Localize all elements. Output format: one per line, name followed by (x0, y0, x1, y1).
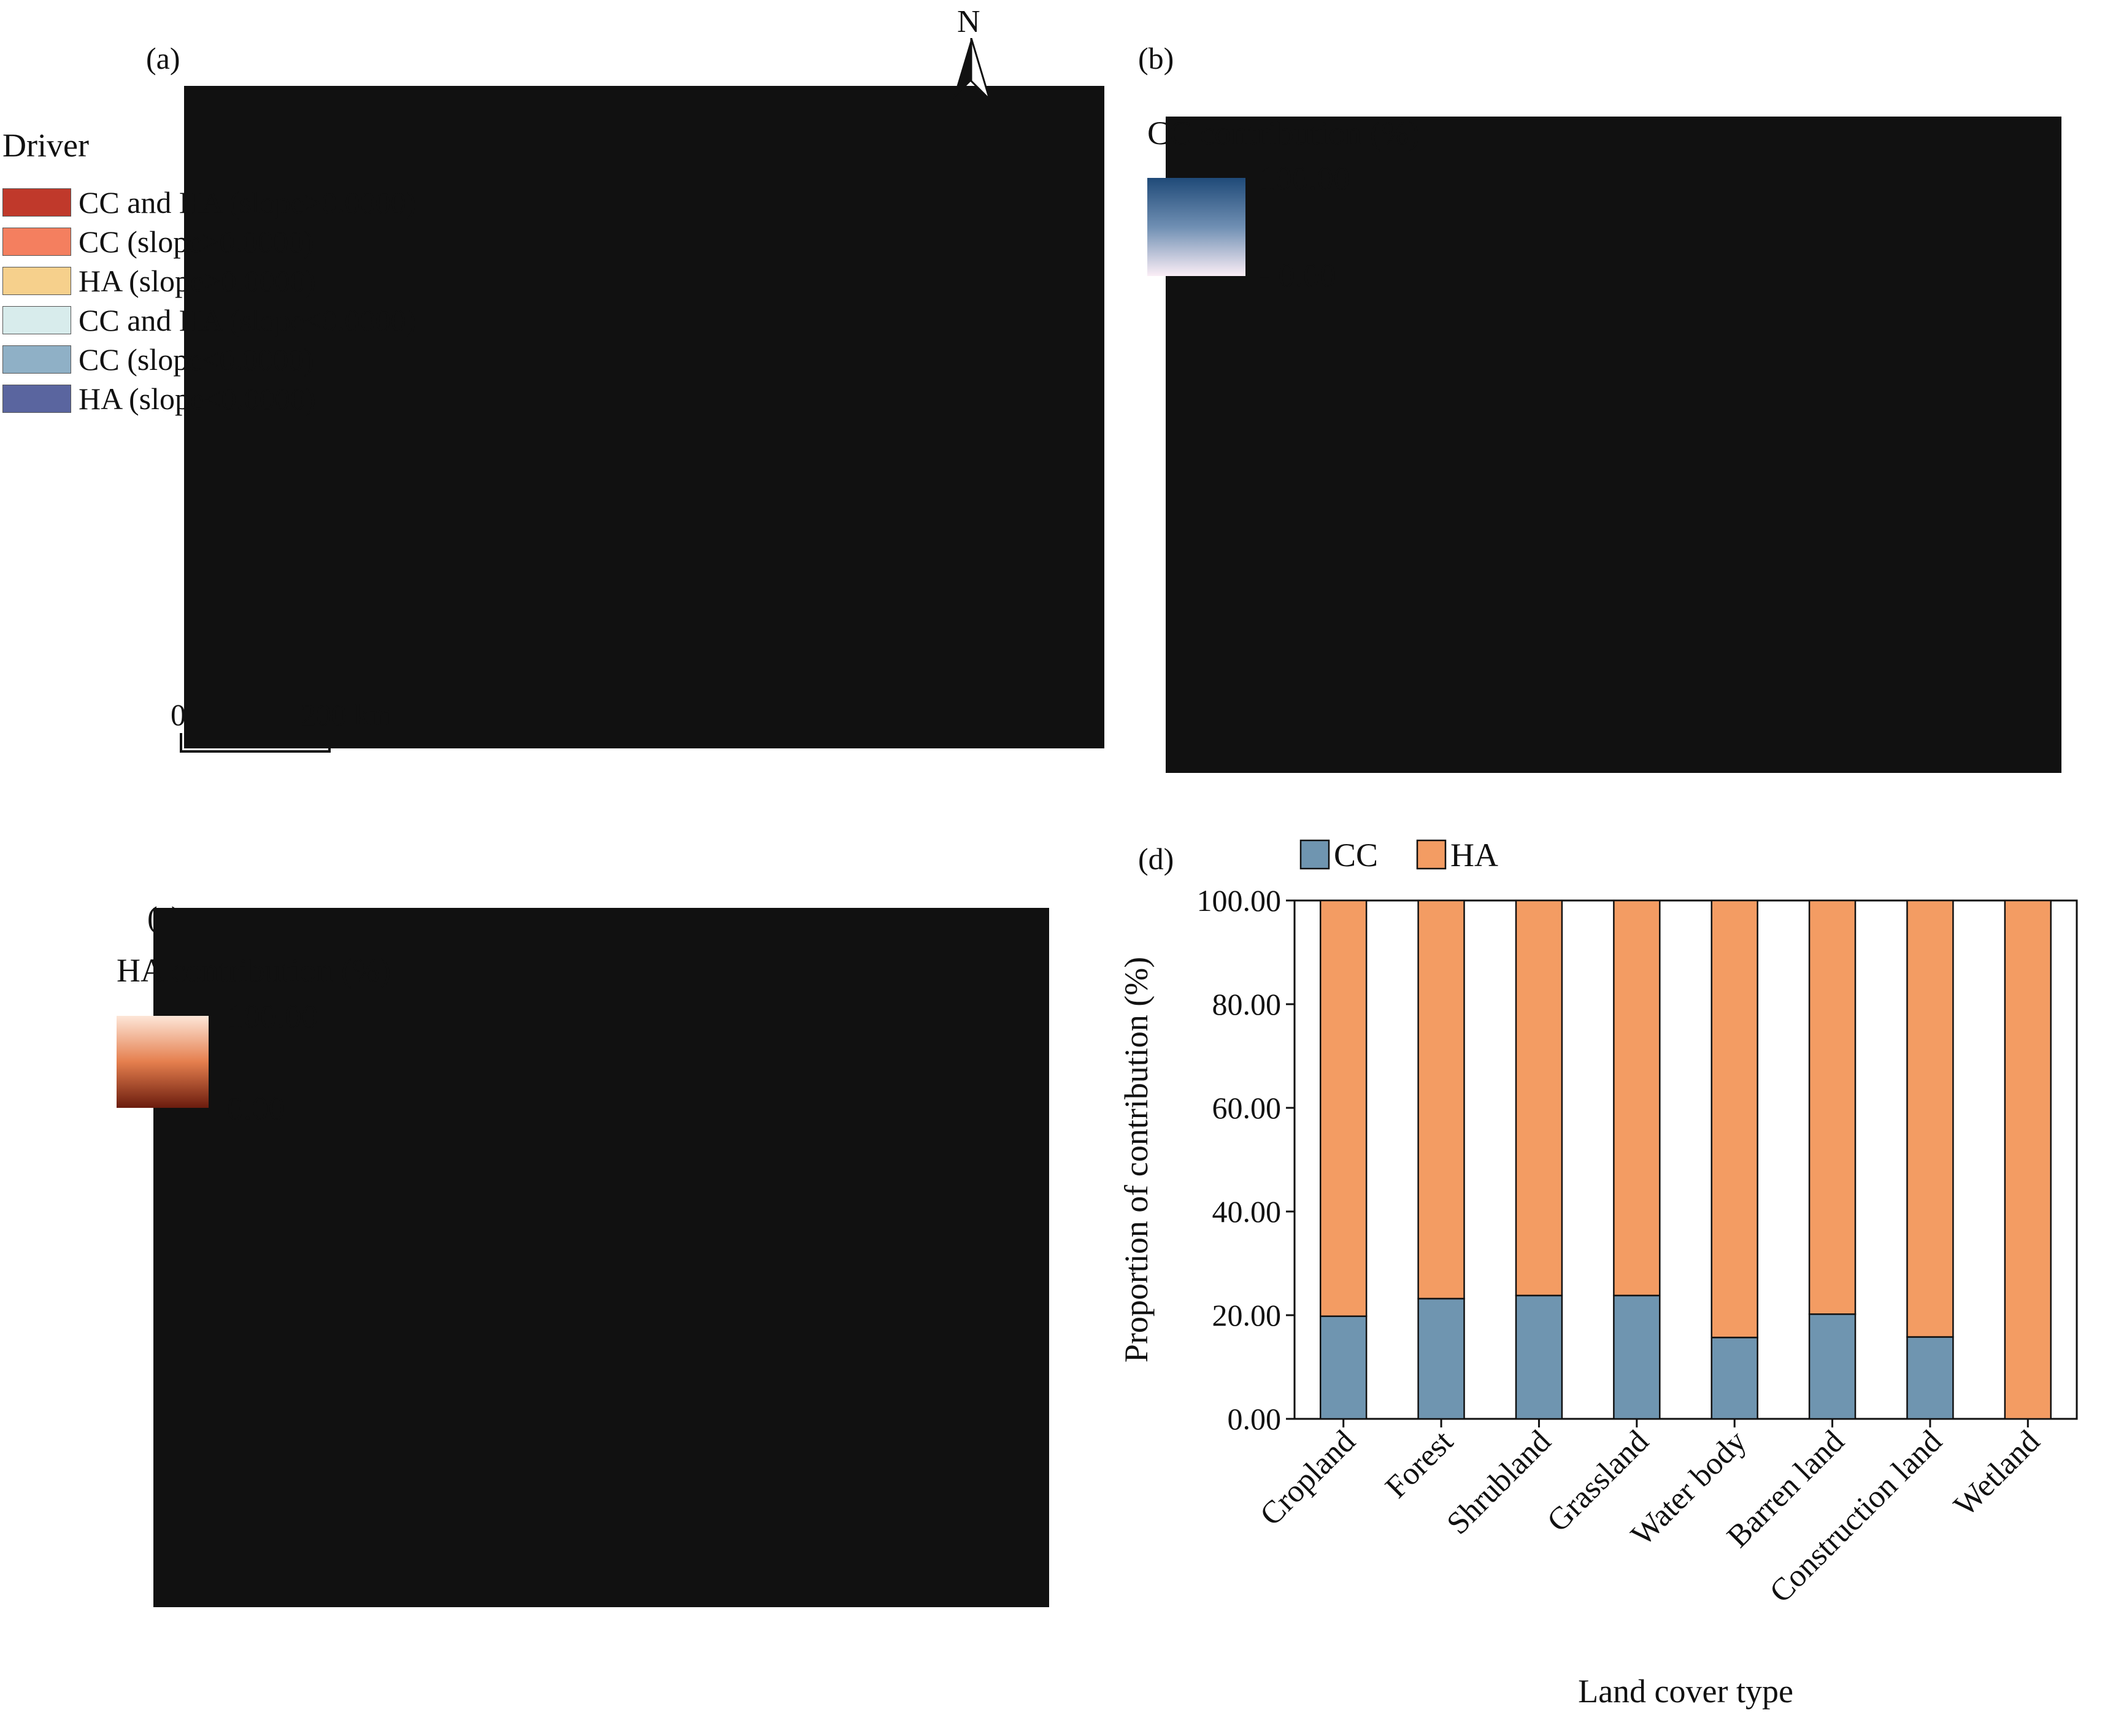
legend-swatch (2, 228, 71, 256)
cc-colorbar-title: CC contribution (%) (1147, 115, 1420, 152)
legend-item: HA (slope>0.0000) (2, 264, 316, 298)
cc-colorbar-max: 100.00 (1259, 160, 1350, 197)
map-a (184, 86, 1104, 748)
bar-ha (1906, 899, 1954, 1338)
bar-ha (1808, 899, 1857, 1315)
x-tick-label: Shrubland (1440, 1424, 1557, 1541)
legend-item: HA (slope<0.0000) (2, 382, 316, 416)
y-tick-label: 80.00 (1212, 987, 1282, 1021)
legend-label: CC (slope>0.0000) (79, 225, 314, 259)
legend-swatch-cc (1299, 839, 1330, 870)
ha-colorbar-ticks (209, 1015, 218, 1109)
north-label: N (957, 4, 980, 39)
legend-swatch (2, 267, 71, 295)
bar-cc (1808, 1313, 1857, 1420)
cc-colorbar-ticks (1245, 177, 1255, 179)
cc-colorbar-min: - 0.00 (1259, 257, 1336, 294)
bar-ha (1613, 899, 1661, 1297)
ha-colorbar-title: HA contribution (%) (117, 952, 391, 989)
legend-label: CC (slope<0.0000) (79, 342, 314, 377)
stacked-bar-chart: 0.00 20.00 40.00 60.00 80.00 100.00 Proportion… (1118, 837, 2078, 1710)
y-tick-label: 40.00 (1212, 1194, 1282, 1229)
legend-item: CC and HA (slope<0.0000) (2, 303, 416, 337)
x-tick-label: Wetland (1947, 1424, 2047, 1523)
bar-ha (1319, 899, 1368, 1317)
legend-swatch (2, 188, 71, 217)
y-axis-label: Proportion of contribution (%) (1118, 957, 1155, 1362)
x-tick-label: Forest (1379, 1424, 1460, 1505)
bar-cc (1417, 1297, 1465, 1420)
scale-bar (180, 733, 331, 753)
map-b (1166, 117, 2061, 773)
ha-colorbar (117, 1016, 209, 1108)
bar-cc (1906, 1336, 1954, 1420)
map-c (153, 908, 1049, 1607)
legend-item: CC and HA (slope>0.0000) (2, 185, 416, 220)
scale-bar-start: 0 (171, 697, 186, 732)
north-arrow-icon (953, 38, 991, 101)
ha-colorbar-min: 0.00 (227, 1090, 285, 1127)
panel-d-label: (d) (1138, 842, 1174, 876)
ha-colorbar-max: 100.00 (227, 998, 318, 1035)
panel-a-label: (a) (146, 41, 180, 75)
legend-swatch (2, 345, 71, 374)
cc-colorbar (1147, 178, 1245, 276)
legend-label-ha: HA (1450, 837, 1498, 874)
legend-item: CC (slope<0.0000) (2, 342, 314, 377)
legend-label: CC and HA (slope<0.0000) (79, 303, 417, 337)
legend-item: CC (slope>0.0000) (2, 225, 314, 259)
y-tick-label: 60.00 (1212, 1091, 1282, 1125)
bar-ha (1515, 899, 1563, 1297)
bar-cc (1319, 1315, 1368, 1420)
legend-swatch (2, 306, 71, 334)
legend-swatch (2, 385, 71, 413)
legend-swatch-ha (1416, 839, 1447, 870)
bar-ha (1417, 899, 1465, 1300)
plot-frame (1293, 899, 2078, 1420)
bar-ha (1711, 899, 1758, 1338)
scale-bar-end: 200 km (301, 697, 394, 732)
bar-ha (2004, 899, 2052, 1420)
x-tick-label: Construction land (1763, 1424, 1949, 1610)
y-tick-label: 20.00 (1212, 1298, 1282, 1332)
x-axis-label: Land cover type (1578, 1673, 1793, 1710)
panel-b-label: (b) (1138, 41, 1174, 75)
legend-label: CC and HA (slope>0.0000) (79, 185, 417, 220)
legend-label: HA (slope<0.0000) (79, 382, 316, 416)
bar-cc (1613, 1294, 1661, 1420)
y-tick-label: 0.00 (1228, 1402, 1282, 1436)
bar-cc (1711, 1337, 1758, 1420)
bar-cc (1515, 1294, 1563, 1420)
legend-label-cc: CC (1334, 837, 1378, 874)
x-tick-label: Cropland (1253, 1424, 1362, 1532)
y-tick-label: 100.00 (1197, 883, 1282, 918)
legend-label: HA (slope>0.0000) (79, 264, 316, 298)
legend-title: Driver (2, 127, 89, 164)
